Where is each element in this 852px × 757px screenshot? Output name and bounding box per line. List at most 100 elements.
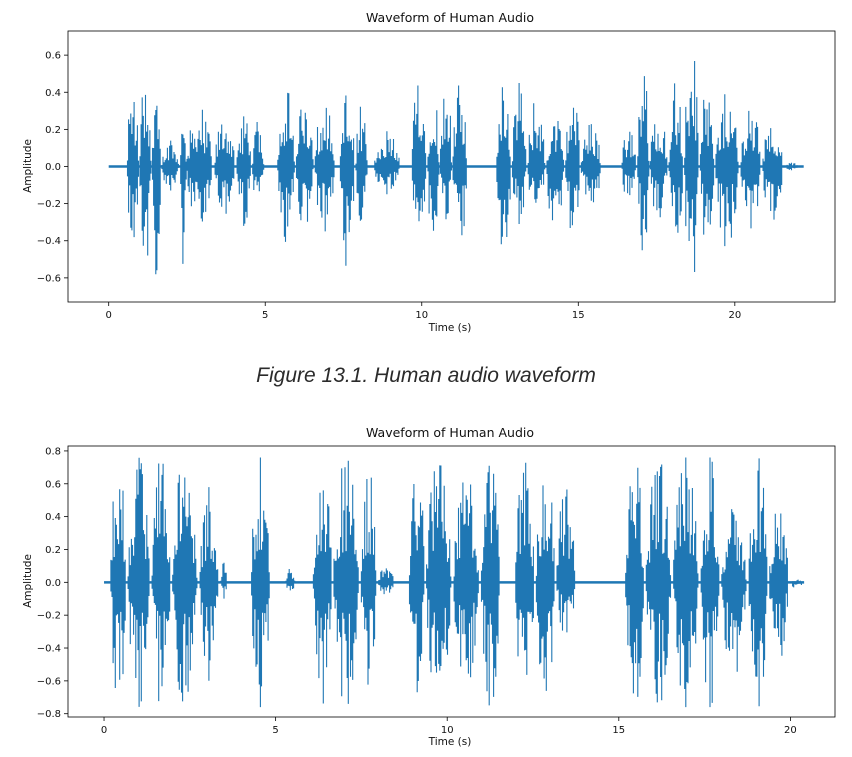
waveform-burst (684, 61, 699, 272)
waveform-burst (762, 128, 783, 220)
waveform-burst (789, 579, 804, 588)
waveform-burst (151, 105, 161, 275)
chart-2-y-axis-label: Amplitude (22, 554, 34, 608)
y-tick-label: 0.6 (45, 479, 61, 490)
waveform-burst (127, 457, 150, 707)
chart-1-y-ticks: −0.6 −0.4 −0.2 0.0 0.2 0.4 0.6 (37, 51, 68, 284)
x-tick-label: 15 (612, 725, 625, 736)
x-tick-label: 0 (101, 725, 107, 736)
waveform-chart-1: Waveform of Human Audio −0.6 −0.4 −0.2 0.0 0… (22, 10, 836, 334)
waveform-burst (374, 131, 400, 195)
waveform-burst (314, 107, 335, 232)
x-tick-label: 10 (441, 725, 454, 736)
waveform-burst (556, 489, 576, 633)
waveform-burst (527, 103, 546, 203)
y-tick-label: −0.4 (37, 644, 61, 655)
waveform-burst (784, 162, 799, 171)
chart-2-title: Waveform of Human Audio (366, 425, 534, 440)
waveform-burst (339, 95, 355, 266)
waveform-burst (580, 124, 601, 203)
waveform-burst (625, 467, 644, 697)
y-tick-label: 0.6 (45, 51, 61, 62)
waveform-burst (355, 106, 368, 221)
chart-2-x-ticks: 0 5 10 15 20 (101, 717, 797, 736)
waveform-burst (515, 462, 534, 675)
x-tick-label: 15 (572, 310, 585, 321)
waveform-burst (769, 513, 788, 656)
waveform-burst (285, 569, 296, 591)
waveform-burst (452, 85, 467, 236)
waveform-burst (236, 116, 251, 226)
x-tick-label: 10 (415, 310, 428, 321)
x-tick-label: 5 (272, 725, 278, 736)
waveform-burst (480, 465, 500, 706)
waveform-burst (360, 477, 377, 685)
waveform-burst (214, 124, 235, 214)
waveform-burst (439, 98, 453, 220)
y-tick-label: −0.6 (37, 676, 61, 687)
y-tick-label: 0.4 (45, 88, 61, 99)
y-tick-label: −0.6 (37, 273, 61, 284)
waveform-burst (427, 110, 440, 231)
waveform-chart-2: Waveform of Human Audio −0.8 −0.6 −0.4 −0.2… (22, 425, 836, 748)
chart-1-title: Waveform of Human Audio (366, 10, 534, 25)
waveform-burst (453, 482, 479, 678)
y-tick-label: 0.4 (45, 512, 61, 523)
chart-2-y-ticks: −0.8 −0.6 −0.4 −0.2 0.0 0.2 0.4 0.6 0.8 (37, 446, 68, 720)
x-tick-label: 20 (728, 310, 741, 321)
waveform-burst (511, 83, 527, 224)
waveform-burst (645, 464, 672, 703)
chart-2-plot (104, 457, 805, 708)
waveform-burst (139, 94, 152, 256)
waveform-burst (411, 85, 427, 222)
waveform-burst (721, 509, 747, 672)
waveform-burst (180, 133, 187, 264)
x-tick-label: 5 (262, 310, 268, 321)
waveform-burst (673, 457, 699, 708)
chart-1-x-ticks: 0 5 10 15 20 (106, 302, 741, 321)
waveform-burst (700, 457, 720, 708)
chart-1-plot (108, 61, 804, 275)
waveform-burst (621, 131, 636, 196)
y-tick-label: −0.2 (37, 199, 61, 210)
waveform-burst (546, 121, 565, 221)
waveform-burst (535, 485, 555, 691)
y-tick-label: −0.2 (37, 611, 61, 622)
y-tick-label: 0.8 (45, 446, 61, 457)
y-tick-label: 0.0 (45, 162, 61, 173)
waveform-burst (186, 109, 212, 222)
waveform-burst (151, 463, 171, 702)
waveform-burst (312, 490, 332, 704)
chart-2-axes-frame (67, 445, 836, 718)
waveform-burst (637, 76, 650, 251)
waveform-burst (668, 83, 683, 233)
waveform-burst (172, 474, 198, 702)
y-tick-label: −0.8 (37, 709, 61, 720)
waveform-burst (699, 99, 715, 235)
chart-2-x-axis-label: Time (s) (428, 736, 472, 748)
x-tick-label: 0 (106, 310, 112, 321)
waveform-burst (426, 465, 452, 673)
waveform-burst (565, 107, 580, 228)
waveform-burst (161, 140, 179, 191)
waveform-burst (715, 94, 739, 247)
y-tick-label: −0.4 (37, 236, 61, 247)
waveform-burst (333, 460, 359, 704)
chart-1-y-axis-label: Amplitude (22, 139, 34, 193)
waveform-burst (126, 102, 140, 238)
waveform-burst (110, 489, 126, 688)
y-tick-label: 0.0 (45, 578, 61, 589)
waveform-burst (649, 124, 668, 218)
waveform-burst (295, 109, 314, 222)
waveform-burst (199, 487, 219, 681)
x-tick-label: 20 (784, 725, 797, 736)
waveform-burst (378, 568, 394, 595)
waveform-burst (252, 122, 265, 192)
y-tick-label: 0.2 (45, 545, 61, 556)
waveform-burst (740, 110, 761, 229)
waveform-burst (496, 87, 511, 245)
waveform-burst (251, 457, 270, 708)
waveform-burst (220, 562, 227, 599)
waveform-burst (748, 458, 768, 707)
waveform-burst (277, 92, 295, 242)
